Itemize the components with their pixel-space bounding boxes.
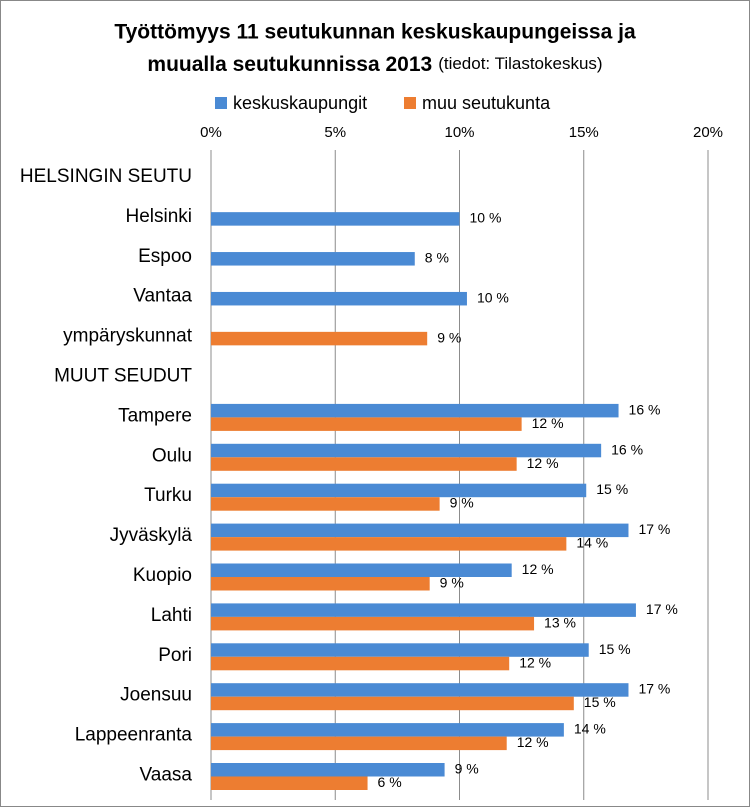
y-tick-label: ympäryskunnat [63,326,193,347]
chart-title: muualla seutukunnissa 2013 [147,53,432,76]
data-label: 12 % [527,455,559,471]
bar [211,212,460,226]
data-label: 16 % [611,441,643,457]
bar [211,776,368,790]
bar [211,483,587,498]
bar [211,723,564,737]
y-tick-label: HELSINGIN SEUTU [20,166,192,187]
bar [211,523,629,538]
data-label: 15 % [584,694,616,710]
data-label: 12 % [517,734,549,750]
y-tick-label: Pori [158,645,192,666]
data-label: 12 % [532,415,564,431]
data-label: 14 % [574,721,606,737]
bar [211,417,522,431]
y-tick-label: Oulu [152,445,192,466]
y-tick-label: Vaasa [140,765,193,786]
data-label: 10 % [470,210,502,226]
bar [211,656,510,671]
bar [211,403,619,418]
data-label: 17 % [646,601,678,617]
data-label: 15 % [599,641,631,657]
bar [211,577,430,591]
x-tick-label: 20% [693,124,723,141]
y-tick-label: MUUT SEUDUT [54,366,192,387]
bar [211,616,535,631]
x-tick-label: 0% [200,124,222,141]
bar [211,603,636,617]
data-label: 17 % [638,521,670,537]
y-tick-label: Turku [144,485,192,506]
bar [211,291,467,306]
data-label: 14 % [576,535,608,551]
data-label: 8 % [425,250,449,266]
y-tick-label: Lappeenranta [75,725,193,746]
y-tick-label: Jyväskylä [110,525,193,546]
x-tick-label: 15% [569,124,599,141]
bar [211,683,629,697]
data-label: 9 % [450,495,474,511]
y-tick-label: Kuopio [133,565,192,586]
bar [211,497,440,511]
data-label: 9 % [437,329,461,345]
data-label: 9 % [455,760,479,776]
legend-label: muu seutukunta [422,93,551,113]
y-tick-label: Lahti [151,605,192,626]
data-label: 16 % [629,401,661,417]
y-tick-label: Tampere [118,405,192,426]
data-label: 15 % [596,481,628,497]
y-tick-label: Helsinki [125,206,192,227]
bar [211,331,428,346]
x-tick-label: 10% [444,124,474,141]
x-tick-label: 5% [324,124,346,141]
data-label: 9 % [440,574,464,590]
bar [211,563,512,577]
data-label: 13 % [544,614,576,630]
bar [211,443,602,458]
bar [211,763,445,777]
legend-swatch [215,97,227,109]
bar [211,252,415,266]
chart-source: (tiedot: Tilastokeskus) [438,54,602,73]
bar [211,457,517,471]
bar [211,696,574,711]
y-tick-label: Joensuu [120,685,192,706]
legend-swatch [404,97,416,109]
y-tick-label: Vantaa [133,286,192,307]
data-label: 12 % [519,654,551,670]
legend-label: keskuskaupungit [233,93,367,113]
y-tick-label: Espoo [138,246,192,267]
bar [211,643,589,657]
chart-title: Työttömyys 11 seutukunnan keskuskaupunge… [114,21,636,44]
data-label: 6 % [378,774,402,790]
data-label: 17 % [638,681,670,697]
bar [211,537,567,551]
data-label: 12 % [522,561,554,577]
data-label: 10 % [477,289,509,305]
bar [211,736,507,751]
chart-title-line: muualla seutukunnissa 2013 (tiedot: Tilas… [147,53,602,76]
